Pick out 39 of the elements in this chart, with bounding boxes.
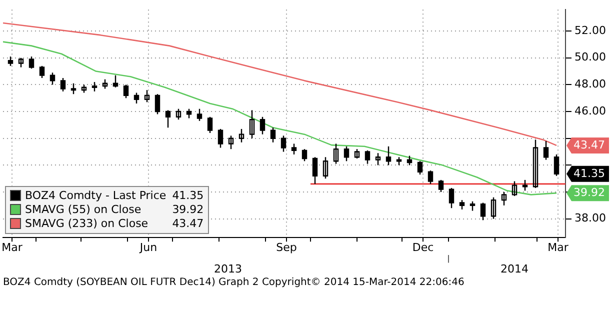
candlestick <box>228 135 234 150</box>
y-tick-label: 48.00 <box>574 78 606 91</box>
text: 43.47 <box>172 216 204 230</box>
candlestick <box>249 110 255 139</box>
y-tick-label: 52.00 <box>574 24 606 37</box>
text: 41.35 <box>172 188 204 202</box>
x-tick-label: Sep <box>276 241 297 254</box>
candlestick <box>333 143 339 164</box>
candlestick <box>501 191 507 206</box>
text: 41.35 <box>574 166 606 180</box>
candlestick <box>176 108 182 120</box>
candlestick <box>18 57 24 68</box>
x-tick-label: Jun <box>138 241 158 254</box>
y-tick-label: 46.00 <box>574 104 606 118</box>
text: BOZ4 Comdty (SOYBEAN OIL FUTR Dec14) Graph 2 Copyright© 2014 15-Mar-2014 22:06:46 <box>3 277 464 288</box>
candlestick <box>532 139 538 189</box>
candlestick <box>144 89 150 103</box>
x-tick-label: Mar <box>2 241 23 254</box>
x2-tick-label: 2014 <box>500 262 529 276</box>
y-tick-label: 38.00 <box>574 212 606 225</box>
legend-label: SMAVG (233) on Close <box>25 216 150 231</box>
candlestick <box>490 196 496 220</box>
candlestick <box>512 180 518 197</box>
candlestick <box>375 152 381 166</box>
y-tick-label: 50.00 <box>574 50 606 64</box>
candlestick <box>322 156 328 180</box>
legend-label: SMAVG (55) on Close <box>25 202 142 217</box>
candlestick <box>92 81 98 92</box>
candlestick <box>238 128 244 143</box>
candlestick <box>470 200 476 212</box>
x2-tick-label: 2013 <box>214 262 242 276</box>
candlestick <box>102 78 108 90</box>
x-tick-label: Dec <box>412 241 434 254</box>
data-label: 39.92 <box>574 186 606 199</box>
text: 39.92 <box>172 202 204 216</box>
x-tick-label: Mar <box>548 241 569 254</box>
candlestick <box>354 148 360 160</box>
data-label: 43.47 <box>574 138 606 152</box>
legend-label: BOZ4 Comdty - Last Price <box>25 188 166 203</box>
